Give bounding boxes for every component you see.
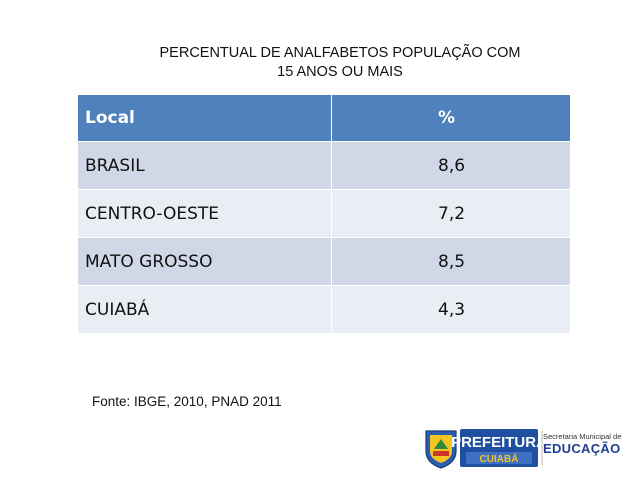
logo-brand: PREFEITURA: [451, 434, 547, 451]
source-note: Fonte: IBGE, 2010, PNAD 2011: [92, 394, 282, 409]
table-row: CENTRO-OESTE 7,2: [78, 189, 570, 238]
dept-label: Secretaria Municipal de EDUCAÇÃO: [543, 432, 627, 456]
title-line-1: PERCENTUAL DE ANALFABETOS POPULAÇÃO COM: [159, 45, 521, 61]
header-local: Local: [78, 95, 332, 142]
header-percent: %: [331, 95, 570, 142]
table-row: BRASIL 8,6: [78, 141, 570, 190]
cell-value: 8,5: [331, 237, 570, 286]
cell-value: 8,6: [331, 141, 570, 190]
cell-local: BRASIL: [78, 141, 332, 190]
crest-icon: [425, 430, 457, 469]
title-line-2: 15 ANOS OU MAIS: [277, 64, 403, 80]
cell-value: 4,3: [331, 285, 570, 334]
table-header-row: Local %: [78, 95, 570, 142]
chart-title: PERCENTUAL DE ANALFABETOS POPULAÇÃO COM …: [80, 44, 600, 82]
data-table: Local % BRASIL 8,6 CENTRO-OESTE 7,2 MATO…: [78, 95, 570, 334]
cell-local: CUIABÁ: [78, 285, 332, 334]
dept-line-1: Secretaria Municipal de: [543, 432, 622, 441]
cell-value: 7,2: [331, 189, 570, 238]
logo-city: CUIABÁ: [480, 452, 519, 465]
cell-local: CENTRO-OESTE: [78, 189, 332, 238]
table-row: MATO GROSSO 8,5: [78, 237, 570, 286]
cell-local: MATO GROSSO: [78, 237, 332, 286]
prefeitura-logo: PREFEITURA CUIABÁ: [425, 429, 547, 469]
dept-line-2: EDUCAÇÃO: [543, 441, 621, 456]
table-row: CUIABÁ 4,3: [78, 285, 570, 334]
